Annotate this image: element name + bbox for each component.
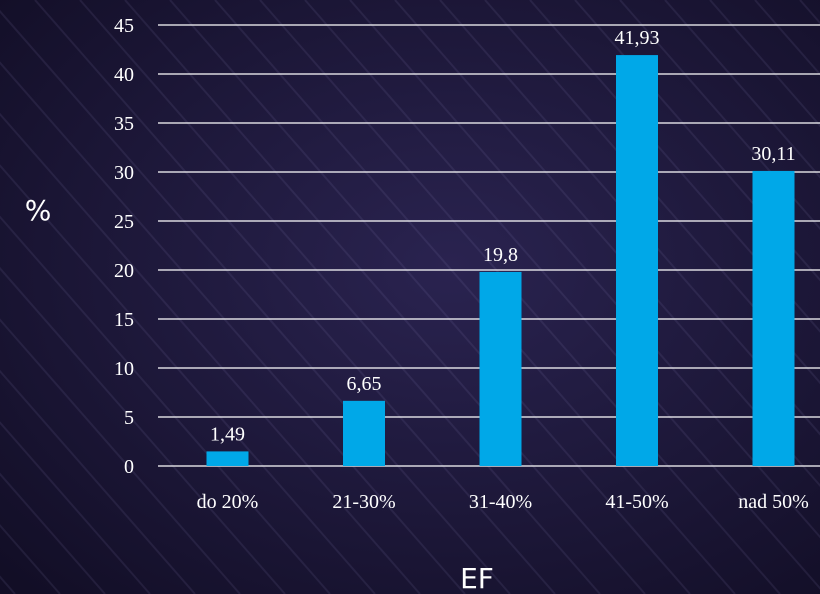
bar-value-label: 1,49 <box>210 423 245 445</box>
background-streak <box>0 112 421 594</box>
background-streak <box>0 472 106 594</box>
bar <box>752 170 795 466</box>
y-tick-label: 10 <box>114 358 134 380</box>
background-streak <box>169 0 691 594</box>
background-streak <box>304 0 820 590</box>
bar-value-label: 6,65 <box>347 373 382 395</box>
x-tick-label: do 20% <box>197 491 259 513</box>
bar <box>616 55 658 466</box>
bar-value-label: 30,11 <box>751 143 795 165</box>
background-streak <box>439 0 820 436</box>
background-streak <box>484 0 820 385</box>
y-tick-label: 35 <box>114 113 134 135</box>
y-tick-label: 20 <box>114 260 134 282</box>
background-streak <box>34 0 556 594</box>
x-axis-title: EF <box>460 562 494 594</box>
background-streak <box>0 369 196 594</box>
y-tick-label: 30 <box>114 162 134 184</box>
background-streak <box>0 318 241 594</box>
background-streak <box>79 0 601 594</box>
y-tick-label: 45 <box>114 15 134 37</box>
bar-value-label: 19,8 <box>483 244 518 266</box>
bar <box>343 400 385 466</box>
x-tick-label: 21-30% <box>332 491 395 513</box>
background-streak <box>0 9 511 594</box>
bar-value-label: 41,93 <box>615 27 660 49</box>
background-streak <box>0 164 376 594</box>
y-axis-title: % <box>25 194 52 227</box>
background-streak <box>574 0 820 282</box>
x-tick-label: 31-40% <box>469 491 532 513</box>
background-streak <box>0 215 331 594</box>
y-tick-label: 25 <box>114 211 134 233</box>
x-tick-label: nad 50% <box>738 491 809 513</box>
background-streak <box>214 0 736 594</box>
y-tick-label: 40 <box>114 64 134 86</box>
background-streak <box>619 0 820 230</box>
x-tick-label: 41-50% <box>605 491 668 513</box>
bar <box>206 451 249 466</box>
y-tick-label: 15 <box>114 309 134 331</box>
bar <box>479 271 522 466</box>
background-streak <box>349 0 820 539</box>
y-tick-label: 0 <box>124 456 134 478</box>
background-streak <box>0 266 286 594</box>
background-streak <box>124 0 646 594</box>
y-tick-label: 5 <box>124 407 134 429</box>
background-streak <box>664 0 820 179</box>
background-streak <box>709 0 820 128</box>
background-streak <box>0 61 466 594</box>
background-streak <box>0 421 151 594</box>
